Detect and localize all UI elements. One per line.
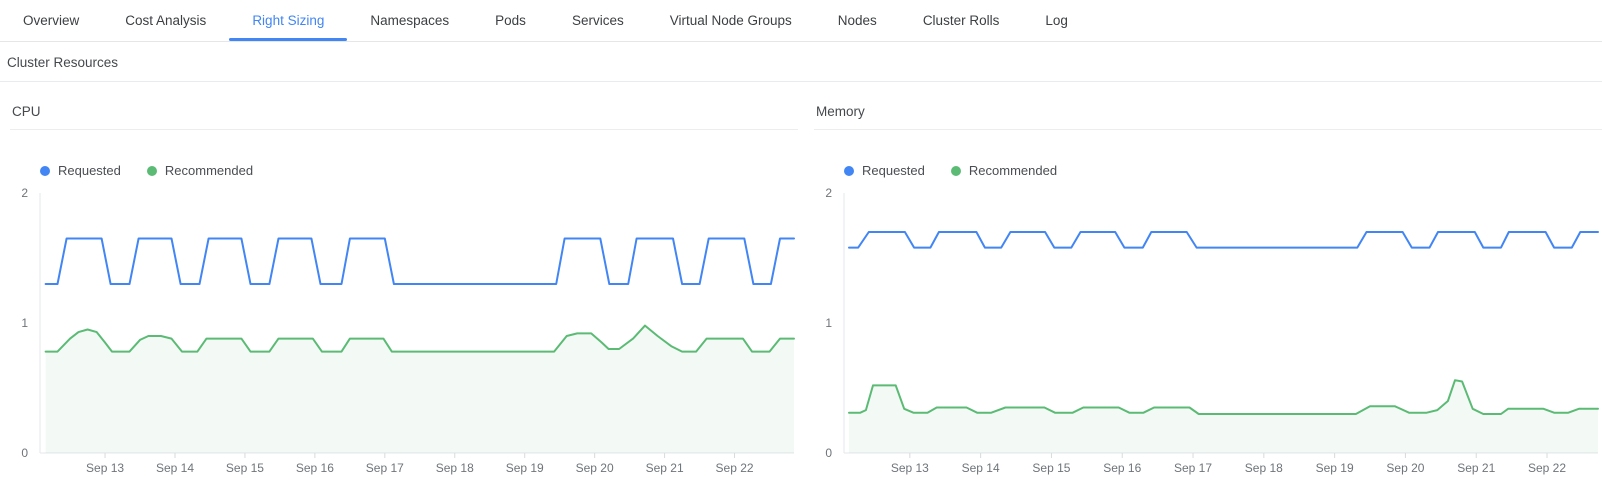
tab-pods[interactable]: Pods [472,0,549,41]
svg-text:Sep 21: Sep 21 [1457,461,1495,475]
tab-right-sizing[interactable]: Right Sizing [229,0,348,41]
svg-text:1: 1 [21,316,28,330]
svg-text:Sep 15: Sep 15 [226,461,264,475]
cpu-legend: Requested Recommended [40,163,798,178]
svg-text:2: 2 [825,187,832,200]
tab-label: Nodes [837,13,877,28]
svg-text:Sep 17: Sep 17 [1174,461,1212,475]
tab-label: Services [571,13,624,28]
legend-item-recommended[interactable]: Recommended [146,163,254,178]
memory-panel-title: Memory [814,104,1602,130]
svg-text:Sep 15: Sep 15 [1032,461,1070,475]
svg-text:1: 1 [825,316,832,330]
cpu-panel-title: CPU [10,104,798,130]
legend-item-requested[interactable]: Requested [844,163,925,178]
svg-text:Sep 19: Sep 19 [1316,461,1354,475]
memory-chart: 0 1 2 Sep 13 Sep 14 Sep 15 Sep 16 Sep 17 Sep 18 S… [814,186,1602,481]
svg-text:Sep 16: Sep 16 [296,461,334,475]
tab-virtual-node-groups[interactable]: Virtual Node Groups [647,0,815,41]
svg-text:0: 0 [21,446,28,460]
tab-label: Cluster Rolls [922,13,1000,28]
tab-label: Namespaces [370,13,450,28]
svg-text:Sep 14: Sep 14 [156,461,194,475]
legend-item-requested[interactable]: Requested [40,163,121,178]
tab-label: Virtual Node Groups [669,13,792,28]
tab-label: Right Sizing [252,13,325,28]
svg-text:Sep 14: Sep 14 [962,461,1000,475]
svg-text:Sep 13: Sep 13 [891,461,929,475]
memory-panel: Memory Requested Recommended 0 1 2 Sep 13 Sep… [814,104,1602,481]
requested-dot-icon [40,165,50,176]
svg-text:Sep 18: Sep 18 [1245,461,1283,475]
svg-text:Sep 19: Sep 19 [506,461,544,475]
section-title: Cluster Resources [0,42,1602,82]
tab-label: Log [1045,13,1068,28]
tab-services[interactable]: Services [549,0,647,41]
svg-text:2: 2 [21,187,28,200]
svg-text:Sep 20: Sep 20 [576,461,614,475]
tab-bar: Overview Cost Analysis Right Sizing Namespa… [0,0,1602,42]
svg-text:Sep 21: Sep 21 [646,461,684,475]
tab-label: Overview [23,13,80,28]
legend-label: Recommended [968,163,1058,178]
svg-text:Sep 20: Sep 20 [1386,461,1424,475]
tab-label: Cost Analysis [125,13,207,28]
svg-text:Sep 18: Sep 18 [436,461,474,475]
cpu-chart: 0 1 2 Sep 13 Sep 14 Sep 15 Sep 16 Sep 17 Sep 18 S… [10,186,798,481]
cpu-chart-svg: 0 1 2 Sep 13 Sep 14 Sep 15 Sep 16 Sep 17 Sep 18 S… [21,186,795,475]
cpu-panel: CPU Requested Recommended 0 1 2 Sep 13 Sep 14… [10,104,798,481]
charts-container: CPU Requested Recommended 0 1 2 Sep 13 Sep 14… [0,82,1602,481]
legend-label: Requested [58,163,121,178]
requested-dot-icon [844,165,854,176]
legend-label: Recommended [164,163,254,178]
tab-nodes[interactable]: Nodes [815,0,900,41]
tab-label: Pods [495,13,526,28]
svg-text:Sep 16: Sep 16 [1103,461,1141,475]
legend-item-recommended[interactable]: Recommended [950,163,1058,178]
recommended-dot-icon [146,165,157,176]
svg-text:Sep 13: Sep 13 [86,461,124,475]
svg-text:Sep 22: Sep 22 [1528,461,1566,475]
svg-text:Sep 17: Sep 17 [366,461,404,475]
tab-cluster-rolls[interactable]: Cluster Rolls [900,0,1023,41]
tab-namespaces[interactable]: Namespaces [347,0,472,41]
svg-text:Sep 22: Sep 22 [716,461,754,475]
tab-cost-analysis[interactable]: Cost Analysis [102,0,229,41]
memory-chart-svg: 0 1 2 Sep 13 Sep 14 Sep 15 Sep 16 Sep 17 Sep 18 S… [825,186,1599,475]
tab-overview[interactable]: Overview [0,0,102,41]
svg-text:0: 0 [825,446,832,460]
memory-legend: Requested Recommended [844,163,1602,178]
tab-log[interactable]: Log [1022,0,1091,41]
legend-label: Requested [862,163,925,178]
recommended-dot-icon [950,165,961,176]
